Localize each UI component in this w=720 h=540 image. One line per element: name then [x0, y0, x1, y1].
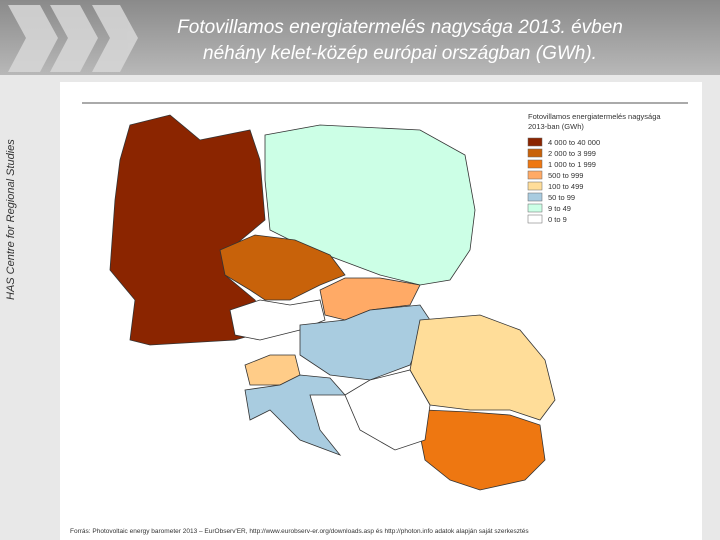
austria: [229, 299, 326, 341]
title: Fotovillamos energiatermelés nagysága 20…: [177, 17, 623, 38]
legend-swatch: [527, 214, 543, 224]
legend-label: 500 to 999: [548, 171, 583, 180]
legend-title: Fotovillamos energiatermelés nagysága: [528, 112, 661, 121]
legend: 4 000 to 40 000 2 000 to 3 999 1 000 to 1 …: [527, 137, 600, 224]
logo: [8, 5, 138, 72]
legend-swatch: [527, 137, 543, 147]
side-text: HAS Centre for Regional Studies: [5, 139, 17, 300]
legend-swatch: [527, 148, 543, 158]
legend-box: [520, 106, 690, 231]
croatia: [244, 374, 346, 456]
serbia: [344, 369, 431, 451]
legend-swatch: [527, 181, 543, 191]
title: néhány kelet-közép európai országban (GW…: [203, 43, 597, 64]
legend-label: 2 000 to 3 999: [548, 149, 596, 158]
legend-label: 4 000 to 40 000: [548, 138, 600, 147]
bulgaria: [419, 409, 546, 491]
slovakia: [319, 277, 421, 321]
source: Forrás: Photovoltaic energy barometer 20…: [70, 528, 529, 535]
legend-title: 2013-ban (GWh): [528, 122, 584, 131]
countries: [109, 114, 556, 491]
legend-label: 9 to 49: [548, 204, 571, 213]
poland: [264, 124, 476, 286]
legend-label: 0 to 9: [548, 215, 567, 224]
legend-swatch: [527, 159, 543, 169]
legend-label: 50 to 99: [548, 193, 575, 202]
legend-label: 100 to 499: [548, 182, 583, 191]
czechia: [219, 234, 346, 301]
legend-swatch: [527, 170, 543, 180]
legend-label: 1 000 to 1 999: [548, 160, 596, 169]
legend-swatch: [527, 203, 543, 213]
legend-swatch: [527, 192, 543, 202]
